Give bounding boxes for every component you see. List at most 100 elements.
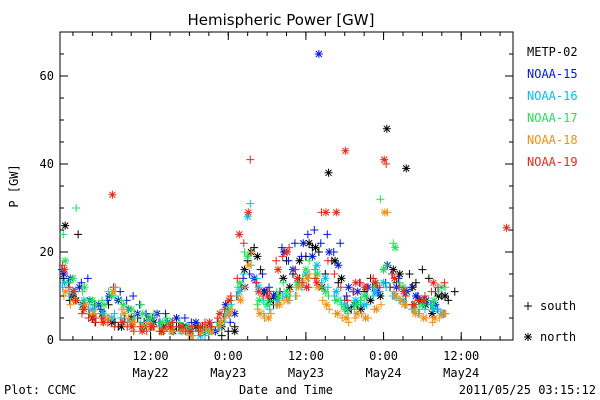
- metp-02-north-point: [279, 274, 288, 283]
- noaa-17-north-point: [158, 318, 167, 327]
- noaa-17-south-point: [324, 292, 333, 300]
- noaa-17-north-point: [332, 296, 341, 305]
- noaa-17-north-point: [360, 292, 369, 300]
- noaa-19-north-point: [205, 318, 214, 327]
- noaa-15-south-point: [83, 274, 92, 283]
- metp-02-north-point: [366, 296, 375, 305]
- plot-timestamp: 2011/05/25 03:15:12: [459, 383, 596, 397]
- noaa-19-north-point: [293, 274, 302, 283]
- noaa-18-north-point: [128, 318, 137, 327]
- noaa-16-north-point: [371, 287, 380, 296]
- noaa-19-north-point: [390, 274, 399, 283]
- noaa-19-south-point: [349, 287, 358, 296]
- noaa-15-south-point: [284, 256, 293, 265]
- noaa-19-north-point: [302, 283, 311, 292]
- noaa-19-north-point: [69, 287, 78, 296]
- data-points: [57, 50, 511, 340]
- y-tick-label: 60: [40, 69, 54, 83]
- noaa-15-south-point: [407, 283, 416, 292]
- noaa-17-south-point: [356, 296, 365, 305]
- metp-02-north-point: [230, 327, 239, 336]
- noaa-19-north-point: [60, 265, 69, 274]
- noaa-19-south-point: [323, 256, 332, 265]
- noaa-17-south-point: [305, 256, 314, 265]
- metp-02-south-point: [444, 296, 453, 305]
- noaa-18-south-point: [228, 305, 237, 314]
- noaa-17-north-point: [80, 283, 89, 292]
- noaa-17-north-point: [430, 296, 439, 305]
- noaa-15-south-point: [342, 292, 351, 300]
- marker-legend-star-icon: [524, 333, 532, 341]
- noaa-16-north-point: [235, 287, 244, 296]
- noaa-15-south-point: [290, 239, 299, 248]
- x-tick-date-label: May23: [288, 366, 324, 380]
- noaa-18-north-point: [380, 208, 389, 217]
- noaa-17-north-point: [119, 300, 128, 309]
- metp-02-north-point: [240, 265, 249, 274]
- noaa-18-south-point: [241, 283, 250, 292]
- noaa-18-north-point: [353, 309, 362, 318]
- noaa-18-north-point: [89, 309, 98, 318]
- noaa-15-north-point: [260, 287, 269, 296]
- noaa-16-north-point: [379, 278, 388, 287]
- metp-02-south-point: [250, 243, 259, 252]
- noaa-15-north-point: [308, 252, 317, 261]
- metp-02-south-point: [405, 270, 414, 278]
- noaa-15-north-point: [221, 300, 230, 309]
- noaa-16-south-point: [239, 270, 248, 278]
- metp-02-north-point: [61, 221, 70, 230]
- noaa-18-north-point: [186, 331, 195, 340]
- metp-02-north-point: [376, 292, 385, 300]
- noaa-19-south-point: [278, 252, 287, 261]
- metp-02-north-point: [428, 309, 437, 318]
- noaa-18-north-point: [283, 296, 292, 305]
- noaa-19-south-point: [220, 305, 229, 314]
- noaa-19-north-point: [429, 278, 438, 287]
- noaa-17-north-point: [352, 300, 361, 309]
- noaa-15-south-point: [258, 270, 267, 278]
- noaa-16-north-point: [196, 331, 205, 340]
- noaa-18-north-point: [411, 309, 420, 318]
- x-tick-time-label: 0:00: [214, 349, 243, 363]
- noaa-19-south-point: [110, 322, 119, 331]
- metp-02-north-point: [389, 265, 398, 274]
- noaa-19-south-point: [71, 296, 80, 305]
- noaa-16-north-point: [254, 283, 263, 292]
- noaa-19-north-point: [332, 208, 341, 217]
- noaa-18-south-point: [396, 296, 405, 305]
- noaa-19-north-point: [138, 327, 147, 336]
- noaa-15-north-point: [411, 292, 420, 300]
- noaa-17-north-point: [418, 300, 427, 309]
- noaa-15-north-point: [191, 318, 200, 327]
- noaa-18-south-point: [221, 314, 230, 322]
- noaa-18-south-point: [266, 309, 275, 318]
- x-axis: 12:00 May22 0:00 May23 12:00 May23 0:00 May24 12…: [72, 32, 501, 380]
- y-tick-label: 40: [40, 157, 54, 171]
- legend-entry-noaa-17: NOAA-17: [527, 111, 578, 125]
- metp-02-south-point: [334, 278, 343, 287]
- noaa-17-south-point: [130, 309, 139, 318]
- metp-02-north-point: [441, 292, 450, 300]
- metp-02-south-point: [256, 265, 265, 274]
- noaa-15-south-point: [336, 239, 345, 248]
- legend: METP-02 NOAA-15 NOAA-16 NOAA-17 NOAA-18 NOAA-…: [527, 45, 578, 169]
- noaa-18-south-point: [292, 292, 301, 300]
- noaa-16-north-point: [88, 305, 97, 314]
- noaa-18-north-point: [81, 300, 90, 309]
- noaa-19-north-point: [409, 300, 418, 309]
- noaa-15-south-point: [265, 283, 274, 292]
- noaa-19-south-point: [395, 283, 404, 292]
- noaa-17-north-point: [61, 256, 70, 265]
- noaa-19-south-point: [343, 296, 352, 305]
- marker-legend: south north: [524, 299, 576, 344]
- noaa-15-south-point: [161, 309, 170, 318]
- metp-02-north-point: [382, 124, 391, 133]
- noaa-15-south-point: [116, 287, 125, 296]
- noaa-19-north-point: [224, 296, 233, 305]
- x-axis-label: Date and Time: [239, 383, 333, 397]
- noaa-19-north-point: [312, 278, 321, 287]
- metp-02-south-point: [217, 331, 226, 340]
- metp-02-south-point: [450, 287, 459, 296]
- x-tick-time-label: 0:00: [369, 349, 398, 363]
